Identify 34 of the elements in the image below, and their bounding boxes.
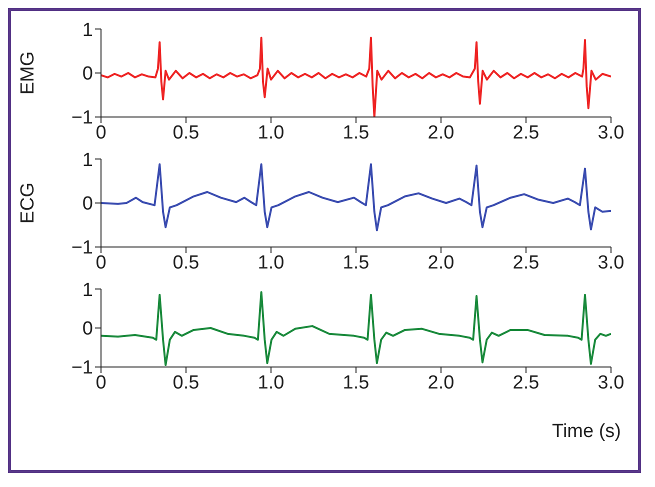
x-tick-label: 3.0 [598,372,624,394]
x-tick-label: 3.0 [598,252,624,274]
y-tick-label: 0 [82,318,93,340]
x-tick-label: 1.5 [342,372,370,394]
x-tick-label: 2.5 [512,122,540,144]
y-tick-label: 0 [82,194,93,215]
y-tick-label: 1 [82,280,93,301]
x-axis-title: Time (s) [551,421,621,443]
x-tick-label: 2.5 [512,372,540,394]
x-tick-label: 0.5 [172,372,200,394]
x-tick-label: 2.5 [512,252,540,274]
y-tick-label: −1 [71,108,93,129]
x-tick-label: 2.0 [428,372,454,394]
y-tick-label: −1 [71,238,93,259]
x-tick-label: 1.0 [258,122,284,144]
x-tick-label: 2.0 [428,122,454,144]
x-tick-label: 0 [96,252,106,274]
x-tick-label: 0 [96,122,106,144]
y-tick-label: 1 [82,20,93,41]
x-tick-label: 2.0 [428,252,454,274]
x-tick-label: 1.0 [258,252,284,274]
y-axis-title: EMG [18,51,39,95]
x-tick-label: 0.5 [172,122,200,144]
y-tick-label: 0 [82,64,93,85]
line-series [101,163,611,232]
x-tick-label: 0.5 [172,252,200,274]
y-tick-label: −1 [71,358,93,379]
x-tick-label: 3.0 [598,122,624,144]
y-axis-title: ECG [18,182,39,224]
x-tick-label: 1.0 [258,372,284,394]
x-tick-label: 0 [96,372,106,394]
y-tick-label: 1 [82,150,93,171]
x-tick-label: 1.5 [342,252,370,274]
x-tick-label: 1.5 [342,122,370,144]
